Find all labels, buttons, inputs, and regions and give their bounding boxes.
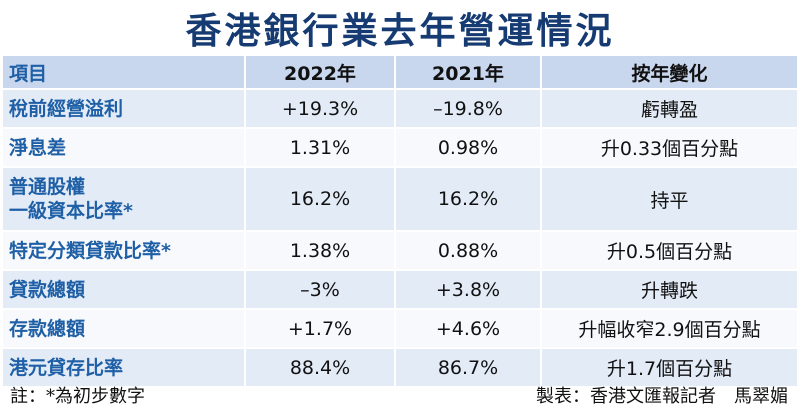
header-2021: 2021年	[394, 56, 541, 90]
cell-2021: 16.2%	[394, 167, 541, 232]
row-label: 淨息差	[3, 128, 245, 168]
bank-performance-table: 項目 2022年 2021年 按年變化 稅前經營溢利 +19.3% –19.8%…	[3, 56, 797, 388]
row-label: 港元貸存比率	[3, 348, 245, 388]
cell-2022: +19.3%	[244, 89, 395, 129]
cell-change: 升0.5個百分點	[540, 231, 797, 271]
header-row: 項目 2022年 2021年 按年變化	[3, 56, 797, 90]
cell-change: 升幅收窄2.9個百分點	[540, 309, 797, 349]
cell-2022: 88.4%	[244, 348, 395, 388]
credit: 製表：香港文匯報記者 馬翠媚	[536, 386, 788, 407]
cell-change: 虧轉盈	[540, 89, 797, 129]
cell-2021: +3.8%	[394, 270, 541, 310]
cell-change: 升轉跌	[540, 270, 797, 310]
row-label: 普通股權 一級資本比率*	[3, 167, 245, 232]
cell-2021: +4.6%	[394, 309, 541, 349]
table-row: 普通股權 一級資本比率* 16.2% 16.2% 持平	[3, 167, 797, 232]
row-label-line1: 普通股權	[9, 176, 86, 198]
cell-2022: 16.2%	[244, 167, 395, 232]
cell-2021: 86.7%	[394, 348, 541, 388]
footnote: 註：*為初步數字	[10, 386, 145, 407]
row-label: 存款總額	[3, 309, 245, 349]
cell-change: 升1.7個百分點	[540, 348, 797, 388]
row-label-line2: 一級資本比率*	[9, 200, 133, 222]
cell-2022: –3%	[244, 270, 395, 310]
table-row: 稅前經營溢利 +19.3% –19.8% 虧轉盈	[3, 89, 797, 129]
cell-2022: +1.7%	[244, 309, 395, 349]
cell-2021: –19.8%	[394, 89, 541, 129]
cell-change: 持平	[540, 167, 797, 232]
table-row: 港元貸存比率 88.4% 86.7% 升1.7個百分點	[3, 348, 797, 388]
header-change: 按年變化	[540, 56, 797, 90]
row-label: 稅前經營溢利	[3, 89, 245, 129]
cell-2022: 1.31%	[244, 128, 395, 168]
table-row: 貸款總額 –3% +3.8% 升轉跌	[3, 270, 797, 310]
table-row: 特定分類貸款比率* 1.38% 0.88% 升0.5個百分點	[3, 231, 797, 271]
table-row: 存款總額 +1.7% +4.6% 升幅收窄2.9個百分點	[3, 309, 797, 349]
row-label: 特定分類貸款比率*	[3, 231, 245, 271]
cell-2022: 1.38%	[244, 231, 395, 271]
footer: 註：*為初步數字 製表：香港文匯報記者 馬翠媚	[0, 374, 800, 412]
table-title: 香港銀行業去年營運情況	[185, 10, 615, 52]
cell-2021: 0.88%	[394, 231, 541, 271]
cell-change: 升0.33個百分點	[540, 128, 797, 168]
header-item: 項目	[3, 56, 245, 90]
row-label: 貸款總額	[3, 270, 245, 310]
cell-2021: 0.98%	[394, 128, 541, 168]
header-2022: 2022年	[244, 56, 395, 90]
table-row: 淨息差 1.31% 0.98% 升0.33個百分點	[3, 128, 797, 168]
